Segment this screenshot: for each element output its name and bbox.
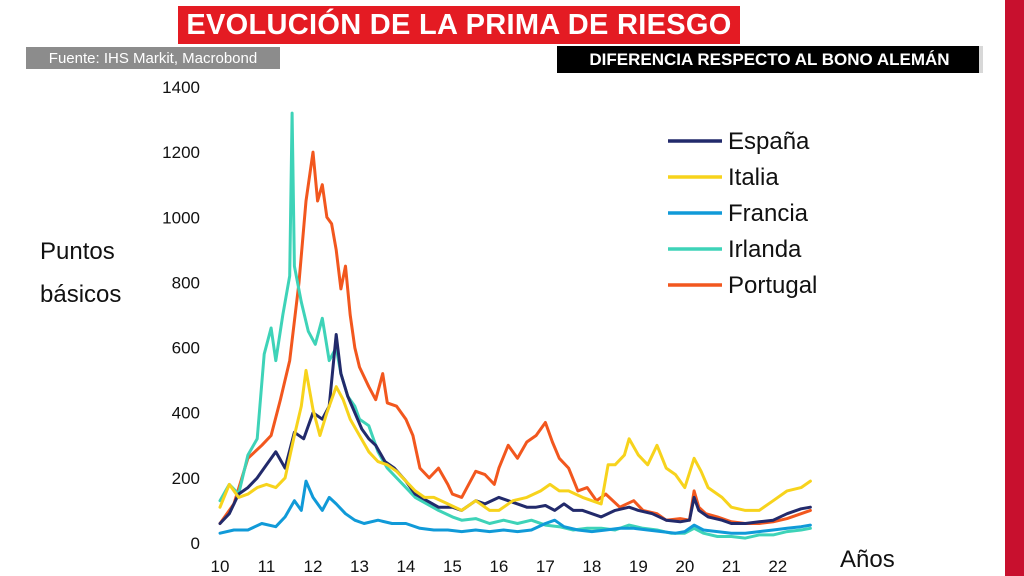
y-tick-label: 1400 — [162, 78, 200, 97]
x-tick-label: 16 — [489, 557, 508, 576]
legend-label-irlanda: Irlanda — [728, 236, 802, 263]
y-tick-label: 400 — [172, 404, 200, 423]
series-line-espana — [218, 333, 812, 525]
source-label: Fuente: IHS Markit, Macrobond — [26, 47, 280, 69]
x-tick-label: 22 — [768, 557, 787, 576]
y-tick-label: 0 — [191, 534, 200, 553]
legend-label-espana: España — [728, 128, 810, 155]
y-tick-label: 600 — [172, 339, 200, 358]
x-tick-label: 17 — [536, 557, 555, 576]
series-line-francia — [218, 479, 812, 535]
x-axis-ticks: 10 11 12 13 14 15 16 17 18 19 20 21 22 — [211, 557, 788, 576]
x-tick-label: 19 — [629, 557, 648, 576]
x-tick-label: 20 — [675, 557, 694, 576]
x-tick-label: 14 — [396, 557, 415, 576]
y-tick-label: 800 — [172, 273, 200, 292]
legend-label-italia: Italia — [728, 164, 779, 191]
x-tick-label: 18 — [582, 557, 601, 576]
y-axis-label-line-2: básicos — [40, 281, 122, 308]
y-axis-label: Puntos básicos — [40, 230, 180, 316]
chart-title: EVOLUCIÓN DE LA PRIMA DE RIESGO — [178, 6, 740, 44]
legend-label-portugal: Portugal — [728, 272, 817, 299]
x-tick-label: 21 — [722, 557, 741, 576]
x-tick-label: 12 — [304, 557, 323, 576]
chart-subtitle: DIFERENCIA RESPECTO AL BONO ALEMÁN — [557, 46, 982, 73]
x-tick-label: 13 — [350, 557, 369, 576]
y-tick-label: 1000 — [162, 208, 200, 227]
y-tick-label: 1200 — [162, 143, 200, 162]
x-axis-label: Años — [840, 546, 895, 573]
x-tick-label: 10 — [211, 557, 230, 576]
line-chart: 0 200 400 600 800 1000 1200 1400 10 11 12 13 14 15 16… — [162, 78, 817, 576]
series-line-portugal — [218, 150, 812, 525]
y-axis-ticks: 0 200 400 600 800 1000 1200 1400 — [162, 78, 200, 553]
series-lines — [218, 111, 812, 540]
legend-label-francia: Francia — [728, 200, 809, 227]
y-tick-label: 200 — [172, 469, 200, 488]
x-tick-label: 11 — [258, 557, 276, 576]
subtitle-accent — [979, 46, 983, 73]
right-accent-bar — [1005, 0, 1024, 576]
series-line-italia — [218, 368, 812, 512]
series-line-irlanda — [218, 111, 812, 540]
x-tick-label: 15 — [443, 557, 462, 576]
legend: España Italia Francia Irlanda Portugal — [668, 128, 817, 299]
y-axis-label-line-1: Puntos — [40, 238, 115, 265]
